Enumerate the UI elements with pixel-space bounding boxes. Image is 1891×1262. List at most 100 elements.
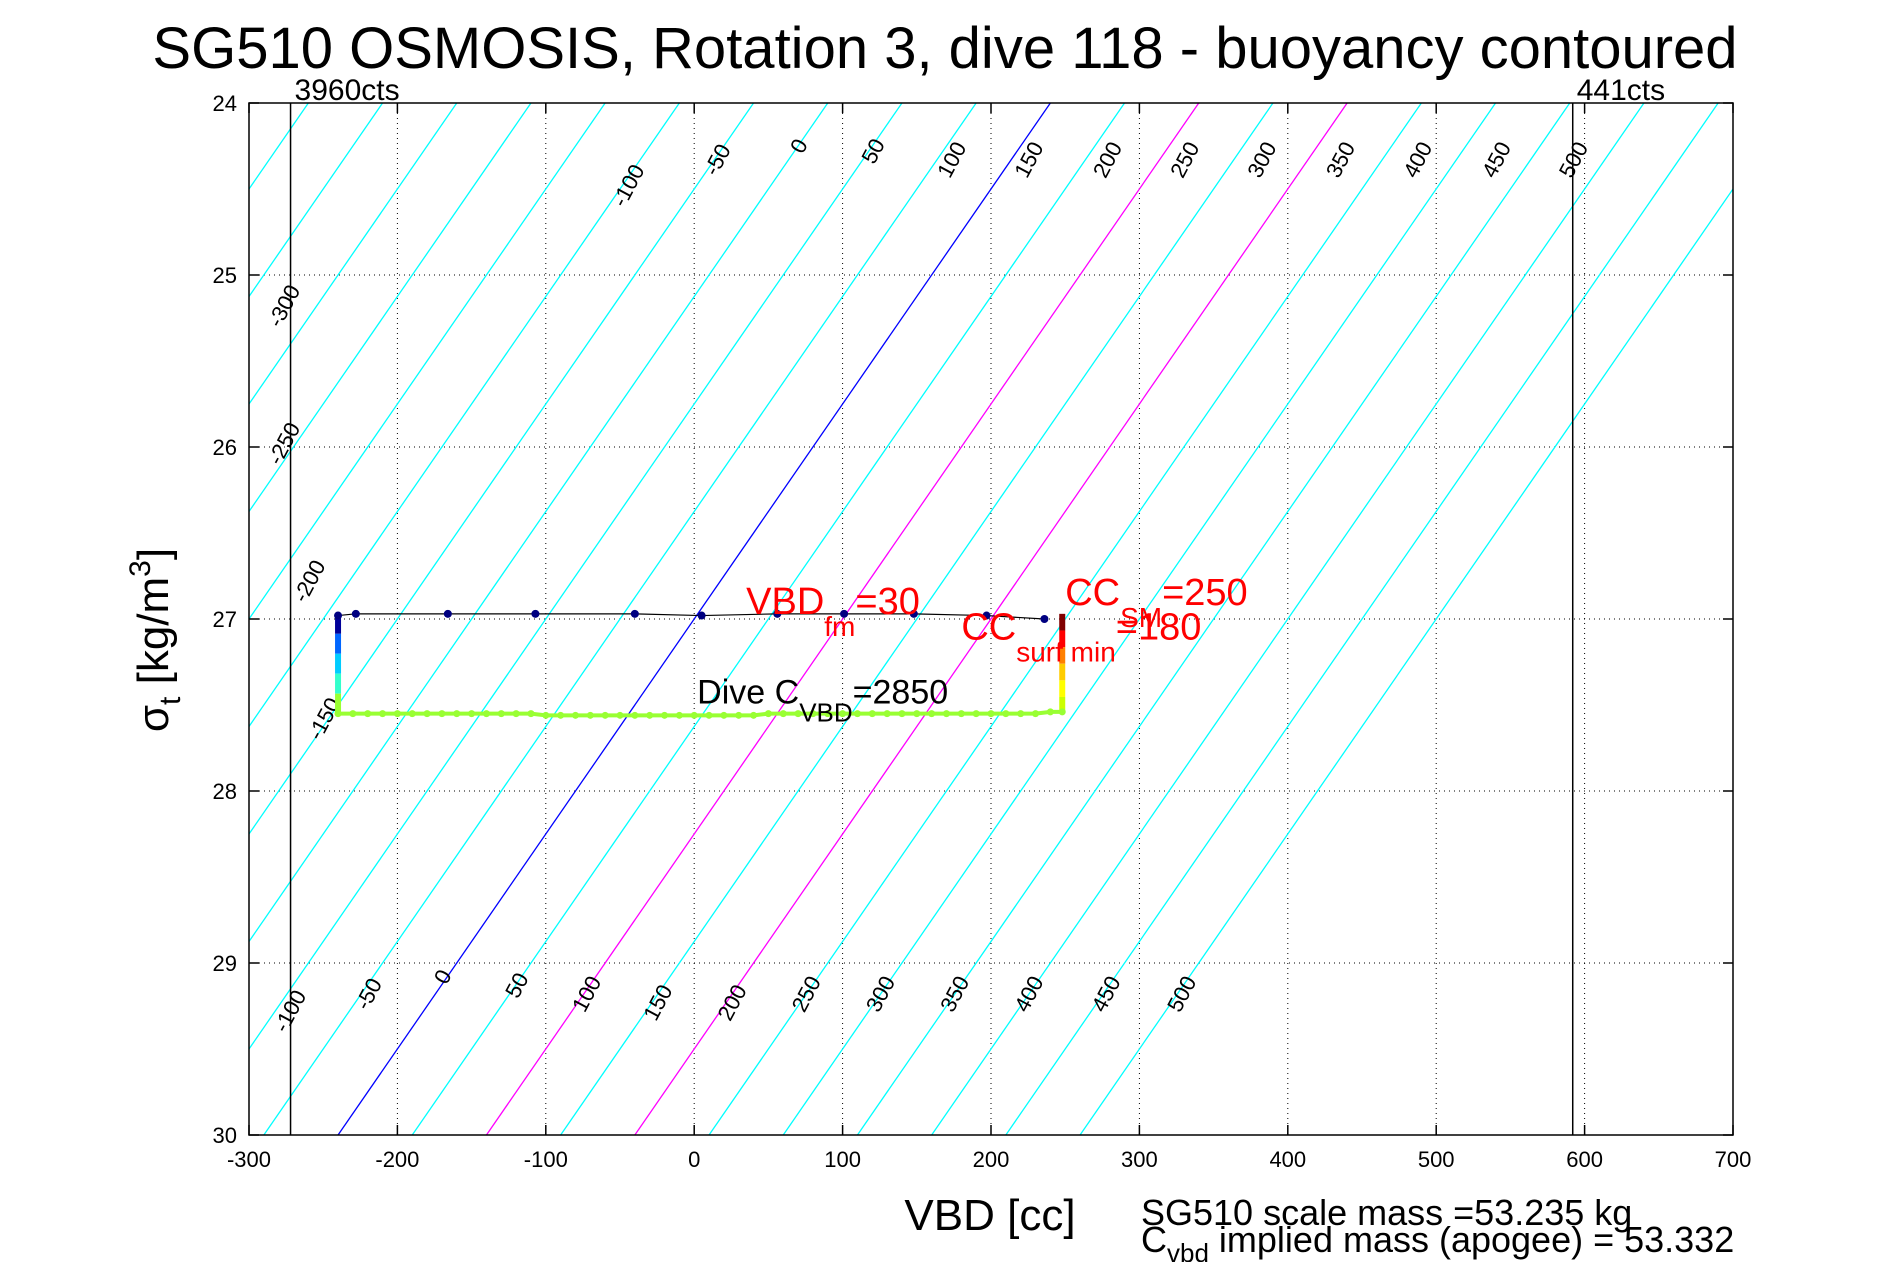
contour-line [0, 103, 234, 1135]
x-tick-label: 500 [1418, 1147, 1455, 1172]
dive-point [557, 711, 565, 719]
x-tick-label: 200 [973, 1147, 1010, 1172]
x-tick-label: 700 [1715, 1147, 1752, 1172]
x-tick-label: -100 [524, 1147, 568, 1172]
x-tick-label: 100 [824, 1147, 861, 1172]
x-tick-label: 600 [1566, 1147, 1603, 1172]
annotation-main: VBD [746, 581, 824, 623]
climb-point [982, 611, 991, 620]
annotation-vbd_fm: VBDfm=30 [746, 581, 920, 642]
contour-line [634, 103, 1348, 1135]
dive-point [987, 710, 995, 718]
footer-implied-mass-value: implied mass (apogee) = 53.332 [1209, 1219, 1734, 1260]
dive-point [423, 710, 431, 718]
footer-implied-mass-c: C [1141, 1219, 1167, 1260]
contour-line [249, 103, 680, 728]
dive-point [764, 710, 772, 718]
climb-point [697, 611, 706, 620]
profile-series [334, 609, 1066, 719]
contour-line [931, 103, 1645, 1135]
dive-point [497, 710, 505, 718]
contour-line [1079, 187, 1733, 1135]
footer-implied-mass-sub: vbd [1167, 1238, 1209, 1262]
contour-line [411, 103, 1126, 1135]
dive-point [868, 710, 876, 718]
annotation-value: =250 [1162, 572, 1248, 614]
contour-line [263, 103, 977, 1135]
annotation-main: Dive C [697, 673, 799, 711]
contour-line [249, 103, 458, 406]
dive-point [482, 710, 490, 718]
annotation-sub: fm [824, 611, 855, 642]
x-tick-label: 400 [1269, 1147, 1306, 1172]
dive-point [1032, 710, 1040, 718]
chart-title: SG510 OSMOSIS, Rotation 3, dive 118 - bu… [152, 16, 1737, 81]
y-axis-label-sub: t [154, 696, 187, 705]
dive-point [527, 710, 535, 718]
dive-point [928, 710, 936, 718]
dive-point [750, 711, 758, 719]
x-axis-label: VBD [cc] [904, 1191, 1075, 1240]
climb-point [909, 609, 918, 618]
dive-point [1046, 708, 1054, 716]
x-tick-label: 0 [688, 1147, 700, 1172]
dive-point [779, 710, 787, 718]
dive-point [1058, 708, 1066, 716]
annotation-sub: VBD [799, 697, 852, 727]
y-tick-label: 28 [213, 779, 237, 804]
y-tick-label: 26 [213, 435, 237, 460]
axis-ticks: -300 -200 -100 0 100 200 300 400 500 600 700 24 25 26… [213, 91, 1752, 1172]
contour-line [249, 103, 903, 1051]
annotation-sub: surf min [1016, 637, 1116, 668]
y-axis-label-main: σ [129, 705, 178, 732]
footer-scale-mass: SG510 scale mass =53.235 kg [1141, 1192, 1632, 1233]
annotation-cc_surf_min: CCsurf min=180 [961, 607, 1201, 668]
dive-point [690, 711, 698, 719]
dive-point [735, 711, 743, 719]
climb-point [351, 609, 360, 618]
dive-point [720, 711, 728, 719]
y-tick-label: 25 [213, 263, 237, 288]
annotation-sub: SM [1120, 602, 1162, 633]
dive-point [468, 710, 476, 718]
annotation-dive_cvbd: Dive CVBD=2850 [697, 673, 948, 727]
contour-line [856, 103, 1571, 1135]
dive-point [809, 710, 817, 718]
dive-point [631, 711, 639, 719]
dive-point [824, 710, 832, 718]
contour-line [1005, 103, 1719, 1135]
annotation-main: CC [1065, 572, 1120, 614]
contour-line [249, 103, 384, 298]
x-tick-label: -300 [227, 1147, 271, 1172]
y-tick-label: 27 [213, 607, 237, 632]
annotation-value: =180 [1116, 607, 1202, 649]
dive-point [675, 711, 683, 719]
dive-point [705, 711, 713, 719]
climb-point [531, 609, 540, 618]
contour-line [337, 103, 1051, 1135]
y-axis-label-sup: 3 [124, 560, 157, 577]
count-limit-lines: 3960cts 441cts [289, 74, 1665, 1135]
dive-point [661, 711, 669, 719]
annotation-cc_sm: CCSM=250 [1065, 572, 1247, 633]
climb-point [840, 609, 849, 618]
contour-line [485, 103, 1200, 1135]
annotation-value: =2850 [853, 673, 949, 711]
buoyancy-contours [0, 103, 1733, 1135]
x-tick-label: 300 [1121, 1147, 1158, 1172]
y-axis-label: σt [kg/m3] [124, 548, 187, 732]
dive-point [408, 710, 416, 718]
dive-point [586, 711, 594, 719]
dive-point [542, 711, 550, 719]
contour-line [560, 103, 1274, 1135]
dive-point [393, 710, 401, 718]
dive-point [364, 710, 372, 718]
climb-point [334, 611, 343, 620]
footer-implied-mass: Cvbd implied mass (apogee) = 53.332 [1141, 1219, 1734, 1262]
y-tick-label: 29 [213, 951, 237, 976]
dive-point [601, 711, 609, 719]
contour-line [249, 103, 829, 943]
svg-text:σt [kg/m3]: σt [kg/m3] [124, 548, 187, 732]
dive-point [571, 711, 579, 719]
